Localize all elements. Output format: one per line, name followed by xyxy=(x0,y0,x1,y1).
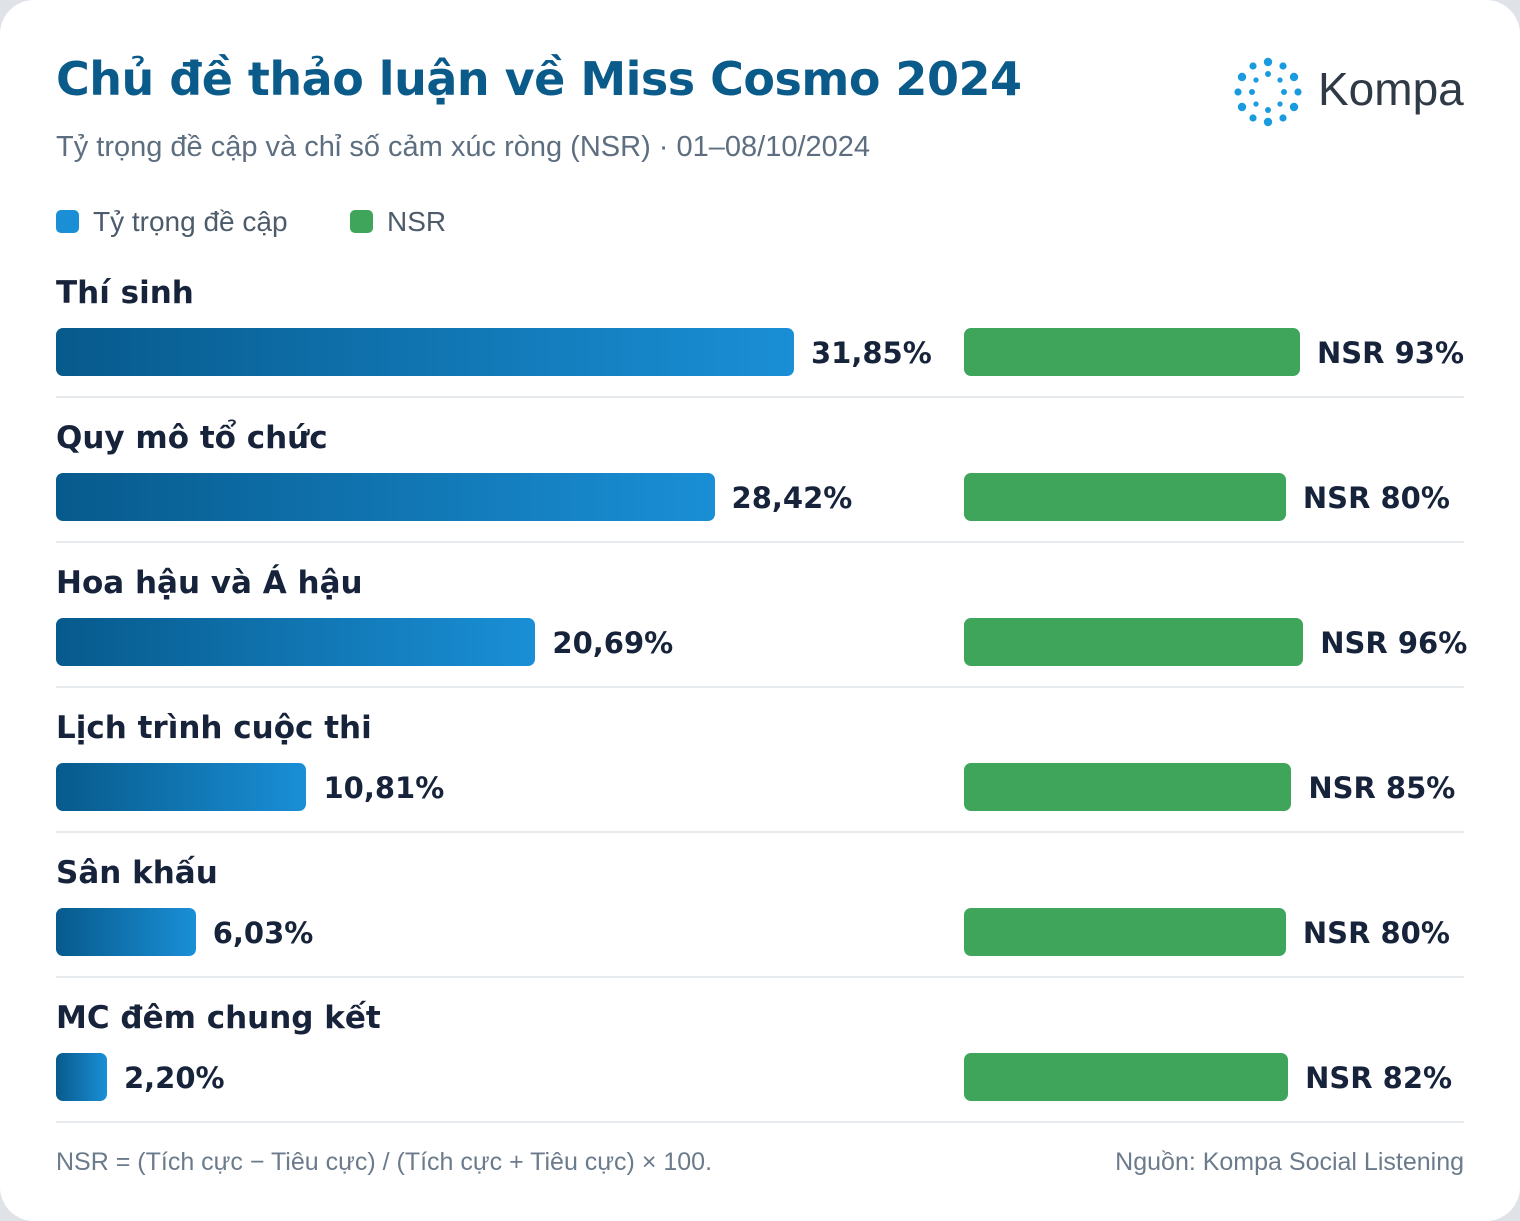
share-bar xyxy=(56,908,196,956)
share-bar xyxy=(56,763,307,811)
chart-row: Lịch trình cuộc thi 10,81% NSR 85% xyxy=(56,710,1464,855)
nsr-value-label: NSR 80% xyxy=(1302,481,1450,515)
chart-subtitle: Tỷ trọng đề cập và chỉ số cảm xúc ròng (… xyxy=(56,131,871,163)
chart-row: MC đêm chung kết 2,20% NSR 82% xyxy=(56,1000,1464,1145)
data-source: Nguồn: Kompa Social Listening xyxy=(1115,1148,1464,1176)
chart-row: Hoa hậu và Á hậu 20,69% NSR 96% xyxy=(56,565,1468,710)
row-divider xyxy=(56,686,1464,688)
share-bar xyxy=(56,1053,107,1101)
category-label: MC đêm chung kết xyxy=(56,1000,381,1036)
nsr-value-label: NSR 82% xyxy=(1305,1061,1453,1095)
category-label: Sân khấu xyxy=(56,855,218,891)
legend-label-share: Tỷ trọng đề cập xyxy=(93,206,288,237)
chart-title: Chủ đề thảo luận về Miss Cosmo 2024 xyxy=(56,52,1022,106)
chart-row: Quy mô tổ chức 28,42% NSR 80% xyxy=(56,420,1464,565)
nsr-value-label: NSR 93% xyxy=(1317,336,1464,370)
share-bar xyxy=(56,473,715,521)
share-value-label: 6,03% xyxy=(212,916,314,950)
category-label: Hoa hậu và Á hậu xyxy=(56,565,363,601)
category-label: Quy mô tổ chức xyxy=(56,420,328,456)
row-divider xyxy=(56,1121,1464,1123)
row-divider xyxy=(56,831,1464,833)
legend-swatch-nsr xyxy=(350,210,373,233)
row-divider xyxy=(56,396,1464,398)
nsr-value-label: NSR 96% xyxy=(1320,626,1468,660)
brand-name: Kompa xyxy=(1318,63,1464,115)
chart-row: Sân khấu 6,03% NSR 80% xyxy=(56,855,1464,1000)
share-bar xyxy=(56,618,536,666)
nsr-bar xyxy=(964,473,1286,521)
nsr-bar xyxy=(964,1053,1289,1101)
row-divider xyxy=(56,541,1464,543)
share-value-label: 20,69% xyxy=(552,626,674,660)
nsr-value-label: NSR 80% xyxy=(1302,916,1450,950)
share-value-label: 2,20% xyxy=(123,1061,225,1095)
share-value-label: 28,42% xyxy=(731,481,853,515)
nsr-bar xyxy=(964,618,1304,666)
brand-logo: Kompa xyxy=(1232,56,1472,128)
legend-swatch-share xyxy=(56,210,79,233)
chart-row: Thí sinh 31,85% NSR 93% xyxy=(56,275,1464,420)
row-divider xyxy=(56,976,1464,978)
nsr-formula-note: NSR = (Tích cực − Tiêu cực) / (Tích cực … xyxy=(56,1148,713,1176)
legend-label-nsr: NSR xyxy=(387,206,447,237)
share-value-label: 10,81% xyxy=(323,771,445,805)
share-value-label: 31,85% xyxy=(811,336,932,370)
nsr-value-label: NSR 85% xyxy=(1308,771,1456,805)
share-bar xyxy=(56,328,794,376)
category-label: Thí sinh xyxy=(56,275,194,311)
nsr-bar xyxy=(964,328,1300,376)
category-label: Lịch trình cuộc thi xyxy=(56,710,372,746)
kompa-dots-logo-icon xyxy=(1234,57,1302,127)
nsr-bar xyxy=(964,763,1292,811)
nsr-bar xyxy=(964,908,1286,956)
